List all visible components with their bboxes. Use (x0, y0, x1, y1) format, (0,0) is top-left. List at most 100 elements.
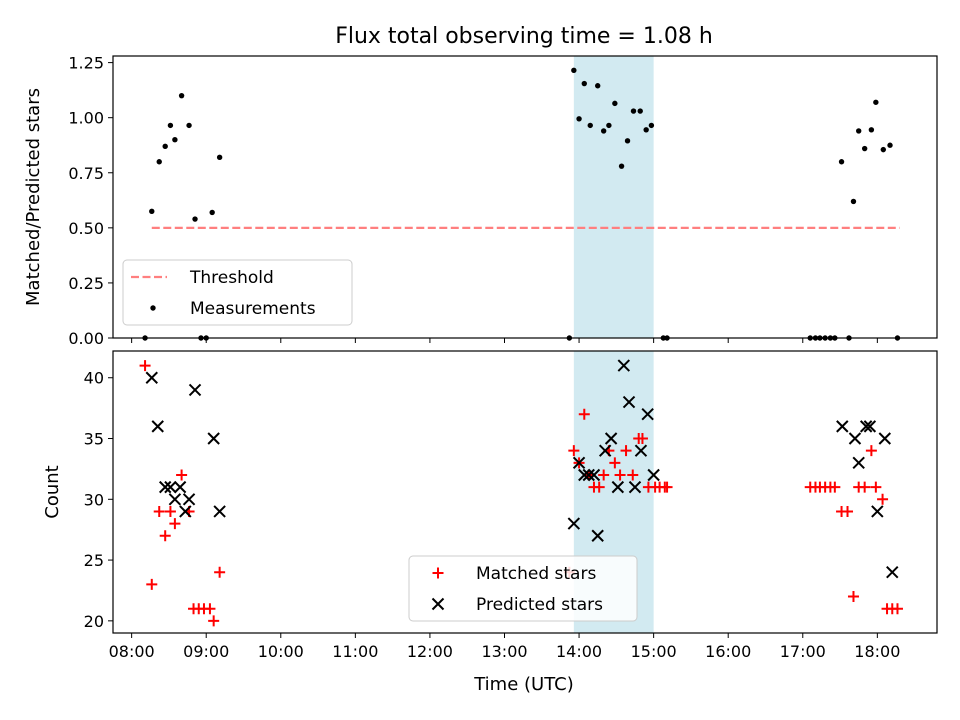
matched-stars-point (578, 408, 590, 420)
x-tick-label: 12:00 (407, 642, 453, 661)
measurement-point (587, 122, 593, 129)
measurement-point (209, 209, 215, 216)
x-tick-label: 15:00 (631, 642, 677, 661)
top-y-tick-label: 1.25 (68, 54, 104, 73)
predicted-stars-point (647, 468, 660, 482)
matched-stars-point (842, 505, 854, 517)
matched-stars-point (614, 469, 626, 481)
x-tick-label: 17:00 (780, 642, 826, 661)
matched-stars-point (829, 481, 841, 493)
bottom-y-tick-label: 40 (84, 369, 104, 388)
x-tick-label: 13:00 (481, 642, 527, 661)
measurement-point (618, 163, 625, 169)
x-tick-label: 16:00 (705, 642, 751, 661)
predicted-stars-point (145, 371, 158, 384)
matched-stars-point (865, 445, 877, 457)
measurement-point (606, 122, 612, 129)
measurement-point (856, 128, 862, 134)
predicted-stars-point (567, 517, 581, 530)
measurement-point (216, 154, 223, 161)
matched-stars-point (598, 469, 610, 481)
legend-matched-swatch (432, 567, 444, 579)
measurement-point (156, 159, 162, 165)
predicted-stars-point (582, 468, 595, 482)
measurement-point (648, 122, 655, 129)
legend-matched-label: Matched stars (476, 564, 596, 584)
matched-stars-point (891, 603, 903, 615)
measurement-point (162, 143, 168, 150)
measurement-point (868, 127, 875, 133)
legend-predicted-label: Predicted stars (476, 595, 603, 615)
predicted-stars-point (634, 444, 648, 457)
measurement-point (576, 116, 582, 122)
predicted-stars-point (622, 395, 636, 409)
predicted-stars-point (871, 505, 884, 518)
matched-stars-point (204, 603, 216, 615)
measurement-point (880, 146, 887, 153)
measurement-point (172, 137, 178, 143)
measurement-point (600, 128, 607, 134)
predicted-stars-point (151, 420, 164, 433)
predicted-stars-point (173, 480, 187, 494)
measurement-point (887, 142, 893, 148)
matched-stars-point (609, 457, 621, 469)
matched-stars-point (620, 445, 632, 457)
top-y-axis-label: Matched/Predicted stars (23, 88, 44, 306)
matched-stars-point (208, 615, 220, 627)
matched-stars-point (146, 578, 158, 590)
legend-measurements-label: Measurements (190, 299, 316, 319)
measurement-point (571, 67, 577, 74)
predicted-stars-point (188, 383, 202, 397)
matched-stars-point (169, 518, 181, 530)
top-legend (122, 259, 353, 326)
top-panel: 0.00 0.25 0.50 0.75 1.00 1.25 Threshold Measure… (68, 54, 938, 348)
matched-stars-point (847, 591, 859, 603)
bottom-y-tick-label: 35 (84, 430, 104, 449)
measurement-point (643, 127, 649, 133)
bottom-axes-frame (112, 350, 938, 634)
measurement-point (624, 138, 631, 144)
x-axis-label: Time (UTC) (473, 674, 574, 695)
measurement-point (595, 83, 601, 89)
predicted-stars-point (878, 432, 892, 445)
measurement-point (186, 122, 192, 129)
matched-stars-point (568, 445, 580, 457)
matched-stars-point (153, 505, 165, 517)
predicted-stars-point (158, 480, 172, 494)
x-tick-label: 10:00 (258, 642, 304, 661)
predicted-stars-point (859, 420, 873, 433)
bottom-y-tick-label: 30 (84, 490, 104, 509)
predicted-stars-point (852, 456, 865, 470)
measurement-point (861, 145, 868, 152)
measurement-point (192, 216, 198, 222)
matched-stars-point (593, 481, 605, 493)
predicted-stars-point (572, 456, 586, 470)
matched-stars-point (636, 433, 648, 445)
bottom-y-tick-label: 25 (84, 551, 104, 570)
legend-predicted-swatch (431, 597, 445, 611)
x-tick-label: 14:00 (556, 642, 602, 661)
predicted-stars-point (641, 407, 654, 421)
measurement-point (178, 92, 185, 99)
matched-stars-point (859, 481, 871, 493)
matched-stars-point (661, 481, 673, 493)
measurement-point (630, 108, 637, 114)
measurement-point (581, 80, 587, 87)
measurement-point (873, 99, 879, 105)
top-axes-frame (112, 55, 938, 339)
measurement-point (167, 122, 174, 129)
predicted-stars-point (598, 444, 612, 457)
top-y-tick-label: 0.25 (68, 274, 104, 293)
predicted-stars-point (591, 529, 604, 542)
predicted-stars-point (604, 432, 618, 445)
bottom-y-tick-label: 20 (84, 612, 104, 631)
matched-stars-point (627, 469, 639, 481)
predicted-stars-point (213, 505, 226, 518)
measurement-point (149, 208, 155, 215)
matched-stars-point (214, 566, 226, 578)
top-y-tick-label: 0.00 (68, 329, 104, 348)
x-tick-label: 08:00 (109, 642, 155, 661)
predicted-stars-point (886, 566, 899, 579)
matched-stars-point (870, 481, 882, 493)
